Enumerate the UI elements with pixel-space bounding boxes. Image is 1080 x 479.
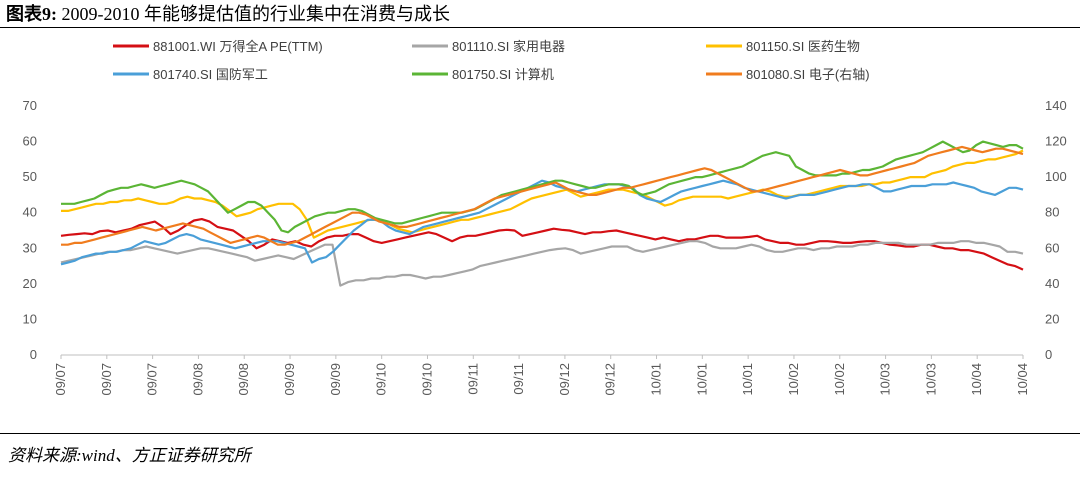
line-chart: 881001.WI 万得全A PE(TTM) 801110.SI 家用电器 8011… (23, 39, 1067, 396)
x-tick-label: 09/12 (557, 363, 572, 396)
series-line (61, 145, 1024, 246)
y-right-tick-label: 0 (1045, 347, 1052, 362)
x-tick-label: 10/04 (969, 363, 984, 396)
x-tick-label: 09/10 (374, 363, 389, 396)
x-tick-label: 10/02 (786, 363, 801, 396)
y-left-tick-label: 0 (30, 347, 37, 362)
y-right-tick-label: 60 (1045, 240, 1059, 255)
y-right-tick-label: 80 (1045, 205, 1059, 220)
y-left-tick-label: 70 (23, 98, 37, 113)
x-tick-label: 09/11 (465, 363, 480, 395)
x-tick-label: 10/04 (1015, 363, 1030, 396)
x-tick-label: 10/03 (923, 363, 938, 396)
y-right-tick-label: 100 (1045, 169, 1067, 184)
y-left-tick-label: 50 (23, 169, 37, 184)
x-tick-label: 09/08 (190, 363, 205, 396)
y-right-tick-label: 20 (1045, 311, 1059, 326)
legend-label: 801740.SI 国防军工 (153, 67, 268, 82)
x-tick-label: 09/07 (53, 363, 68, 396)
x-tick-label: 10/01 (694, 363, 709, 396)
series-line (61, 149, 1024, 239)
legend-label: 801750.SI 计算机 (452, 67, 554, 82)
x-tick-label: 10/01 (649, 363, 664, 396)
top-rule (0, 27, 1080, 28)
x-tick-label: 09/09 (282, 363, 297, 396)
x-tick-label: 09/10 (419, 363, 434, 396)
figure-title: 2009-2010 年能够提估值的行业集中在消费与成长 (61, 4, 451, 24)
axes: 0 10 20 30 40 50 60 70 0 20 40 60 80 100 120 140 09/07 09… (23, 98, 1067, 396)
x-tick-label: 09/08 (236, 363, 251, 396)
series-line (60, 179, 1024, 266)
x-tick-label: 10/02 (832, 363, 847, 396)
y-right-tick-label: 40 (1045, 276, 1059, 291)
x-tick-label: 10/01 (740, 363, 755, 396)
x-tick-label: 09/07 (145, 363, 160, 396)
y-left-tick-label: 40 (23, 205, 37, 220)
series-line (60, 240, 1024, 287)
figure-header: 图表9: 2009-2010 年能够提估值的行业集中在消费与成长 (6, 3, 450, 25)
legend-label: 801150.SI 医药生物 (746, 39, 860, 54)
x-tick-label: 09/12 (603, 363, 618, 396)
y-left-tick-label: 10 (23, 311, 37, 326)
source-note: 资料来源:wind、方正证券研究所 (8, 446, 251, 465)
series-line (60, 218, 1024, 271)
chart-area: 881001.WI 万得全A PE(TTM) 801110.SI 家用电器 8011… (0, 30, 1080, 430)
y-right-tick-label: 140 (1045, 98, 1067, 113)
y-left-tick-label: 60 (23, 134, 37, 149)
figure-label: 图表9: (6, 4, 57, 24)
x-tick-label: 09/07 (99, 363, 114, 396)
legend-label: 881001.WI 万得全A PE(TTM) (153, 39, 323, 54)
bottom-rule (0, 433, 1080, 434)
x-tick-label: 09/09 (328, 363, 343, 396)
y-left-tick-label: 20 (23, 276, 37, 291)
legend: 881001.WI 万得全A PE(TTM) 801110.SI 家用电器 8011… (113, 39, 870, 82)
x-tick-label: 10/03 (878, 363, 893, 396)
series-line (61, 140, 1024, 234)
legend-label: 801110.SI 家用电器 (452, 39, 565, 54)
legend-label: 801080.SI 电子(右轴) (746, 67, 870, 82)
series-lines (60, 140, 1024, 287)
y-right-tick-label: 120 (1045, 134, 1067, 149)
y-left-tick-label: 30 (23, 240, 37, 255)
x-tick-label: 09/11 (511, 363, 526, 395)
